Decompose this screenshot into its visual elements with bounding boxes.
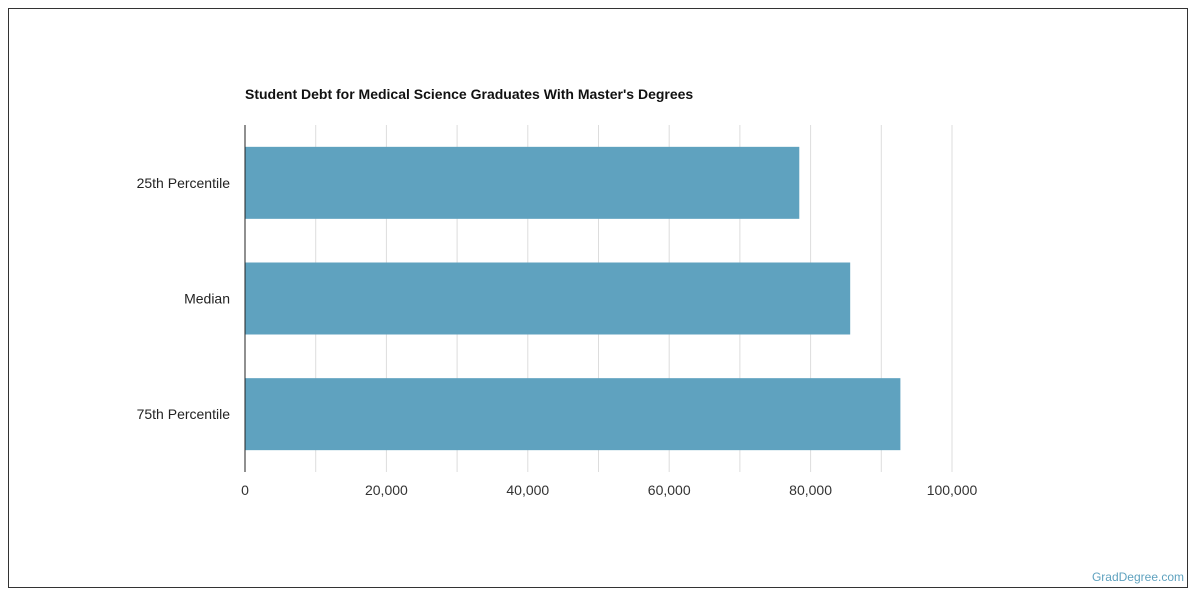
x-tick-label: 40,000 [506,482,549,498]
labels: 25th Percentile Median 75th Percentile 0 20,… [137,175,978,498]
bar-1 [245,146,800,219]
category-label: 25th Percentile [137,175,231,191]
x-tick-label: 100,000 [927,482,978,498]
x-tick-label: 0 [241,482,249,498]
chart-title: Student Debt for Medical Science Graduat… [245,86,694,102]
x-tick-label: 60,000 [648,482,691,498]
bars [245,146,901,451]
x-tick-label: 20,000 [365,482,408,498]
bar-2 [245,262,851,335]
bar-3 [245,378,901,451]
category-label: Median [184,291,230,307]
x-tick-label: 80,000 [789,482,832,498]
category-label: 75th Percentile [137,406,231,422]
source-watermark[interactable]: GradDegree.com [1091,570,1184,584]
